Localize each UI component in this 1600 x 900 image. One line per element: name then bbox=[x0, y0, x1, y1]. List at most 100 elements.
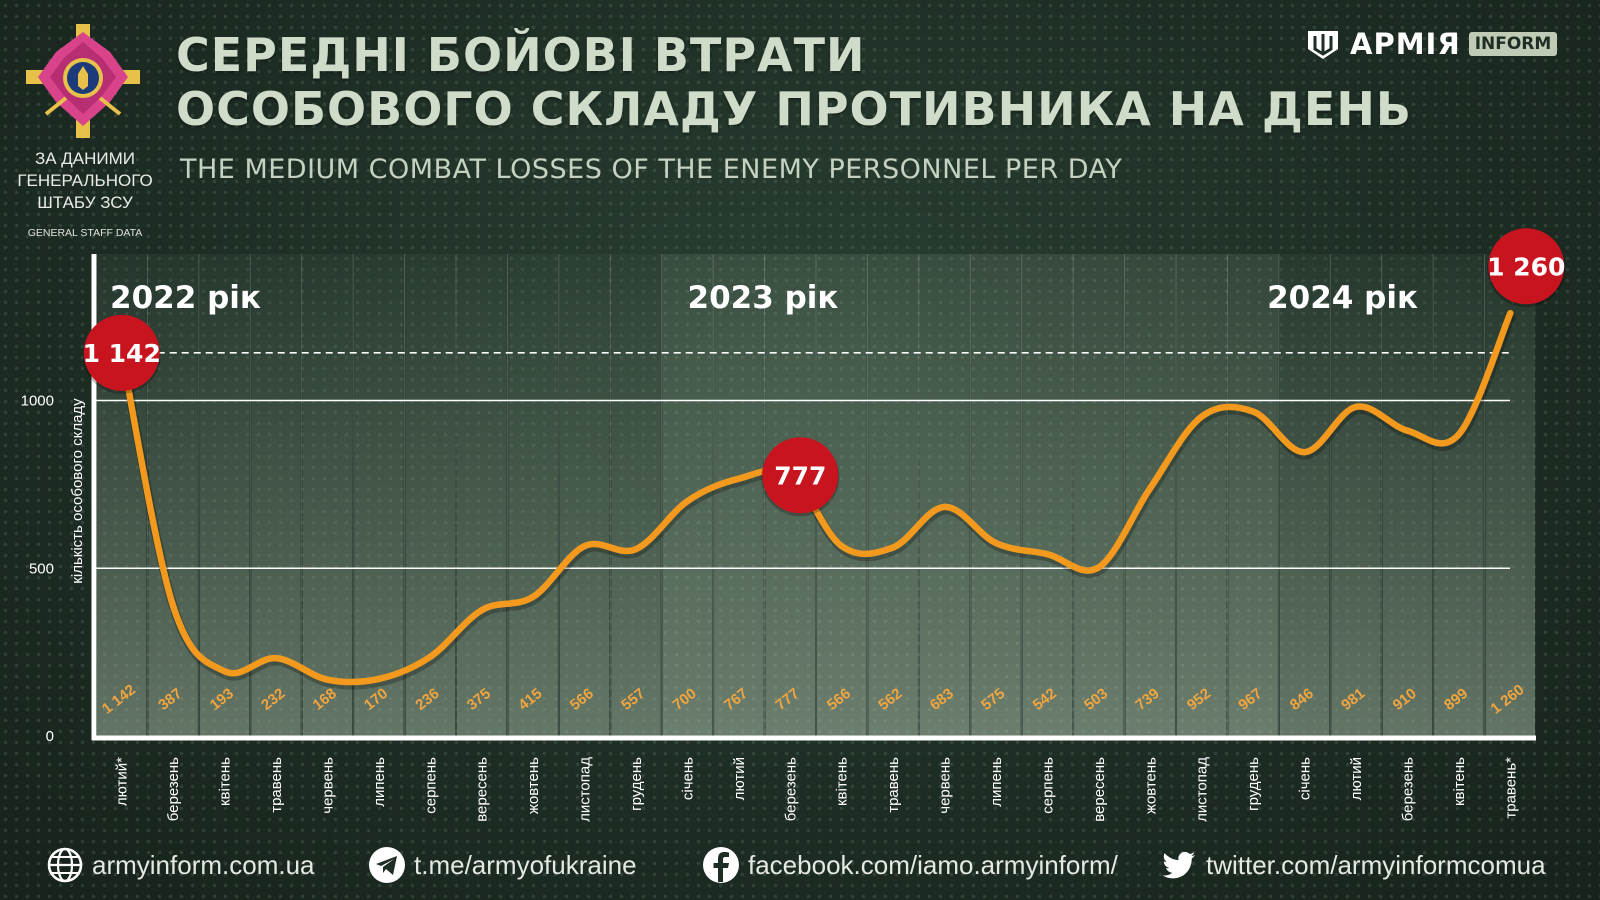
data-point bbox=[1147, 484, 1154, 492]
x-tick-label: листопад bbox=[577, 757, 594, 822]
month-column bbox=[302, 254, 353, 736]
x-tick-label: травень bbox=[268, 757, 285, 813]
source-line-1: ЗА ДАНИМИ bbox=[34, 149, 136, 168]
x-tick-label: листопад bbox=[1194, 757, 1211, 822]
data-point bbox=[1404, 427, 1411, 434]
month-column bbox=[1177, 254, 1227, 736]
month-column bbox=[1125, 254, 1175, 736]
month-column bbox=[1485, 254, 1535, 736]
month-column bbox=[148, 254, 198, 736]
footer-website[interactable]: armyinform.com.ua bbox=[46, 846, 315, 884]
x-tick-label: червень bbox=[937, 757, 954, 814]
x-tick-label: квітень bbox=[834, 757, 851, 806]
x-tick-label: липень bbox=[988, 757, 1005, 807]
data-point bbox=[1301, 448, 1308, 456]
logo-badge: INFORM bbox=[1468, 32, 1558, 56]
x-tick-label: жовтень bbox=[525, 757, 542, 814]
data-point bbox=[1507, 310, 1514, 317]
y-axis-label: кількість особового складу bbox=[69, 398, 86, 584]
year-band bbox=[661, 254, 1279, 736]
y-tick-label: 1000 bbox=[21, 393, 54, 410]
month-column bbox=[868, 254, 918, 736]
twitter-link[interactable]: twitter.com/armyinformcomua bbox=[1206, 849, 1546, 880]
data-point bbox=[1249, 408, 1257, 415]
x-tick-label: березень bbox=[1399, 757, 1416, 821]
data-point bbox=[272, 654, 280, 662]
x-tick-label: червень bbox=[319, 757, 336, 814]
data-point bbox=[375, 675, 383, 683]
data-point bbox=[169, 602, 177, 610]
year-label: 2022 рік bbox=[110, 280, 261, 316]
data-point bbox=[221, 668, 228, 675]
armyinform-shield-icon bbox=[1308, 31, 1338, 59]
data-point bbox=[1455, 431, 1463, 438]
source-line-3: ШТАБУ ЗСУ bbox=[37, 193, 133, 212]
highlight-circle bbox=[83, 314, 160, 391]
data-point bbox=[1352, 403, 1360, 411]
year-label: 2024 рік bbox=[1267, 280, 1418, 316]
month-column bbox=[971, 254, 1021, 736]
y-tick-label: 0 bbox=[46, 728, 54, 745]
x-tick-label: серпень bbox=[1039, 757, 1056, 814]
twitter-bird-icon bbox=[1162, 851, 1195, 879]
x-tick-label: лютий bbox=[731, 757, 748, 800]
data-point bbox=[684, 497, 691, 505]
data-point bbox=[992, 539, 1000, 547]
highlight-label: 1 260 bbox=[1487, 252, 1565, 281]
title-line-2: ОСОБОВОГО СКЛАДУ ПРОТИВНИКА НА ДЕНЬ bbox=[176, 82, 1412, 136]
x-tick-label: лютий* bbox=[114, 757, 131, 806]
highlight-circle bbox=[762, 437, 839, 514]
x-tick-label: грудень bbox=[628, 757, 645, 811]
telegram-link[interactable]: t.me/armyofukraine bbox=[414, 849, 637, 880]
data-point bbox=[889, 544, 897, 551]
highlight-label: 777 bbox=[774, 461, 826, 490]
data-point bbox=[1198, 413, 1205, 420]
x-tick-label: січень bbox=[1297, 757, 1314, 800]
facebook-link[interactable]: facebook.com/iamo.armyinform/ bbox=[748, 849, 1118, 880]
month-column bbox=[1022, 254, 1073, 736]
armyinform-logo[interactable]: АРМІЯ INFORM bbox=[1304, 24, 1558, 64]
data-point bbox=[838, 542, 845, 550]
source-note: ЗА ДАНИМИ ГЕНЕРАЛЬНОГО ШТАБУ ЗСУ bbox=[14, 148, 156, 214]
data-point bbox=[427, 653, 434, 661]
footer-facebook[interactable]: facebook.com/iamo.armyinform/ bbox=[702, 846, 1118, 884]
x-tick-label: вересень bbox=[1091, 757, 1108, 822]
month-column bbox=[1228, 254, 1278, 736]
year-label: 2023 рік bbox=[688, 280, 839, 316]
data-point bbox=[632, 545, 640, 553]
source-line-2: ГЕНЕРАЛЬНОГО bbox=[17, 171, 153, 190]
data-point bbox=[324, 676, 331, 683]
website-link[interactable]: armyinform.com.ua bbox=[92, 849, 315, 880]
x-tick-label: серпень bbox=[422, 757, 439, 814]
x-tick-label: грудень bbox=[1245, 757, 1262, 811]
footer-telegram[interactable]: t.me/armyofukraine bbox=[368, 846, 637, 884]
x-tick-label: березень bbox=[165, 757, 182, 821]
month-column bbox=[1279, 254, 1330, 736]
data-point bbox=[735, 475, 743, 482]
y-tick-label: 500 bbox=[29, 560, 54, 577]
month-column bbox=[1434, 254, 1484, 736]
month-column bbox=[919, 254, 970, 736]
x-tick-label: квітень bbox=[217, 757, 234, 806]
source-note-en: GENERAL STAFF DATA bbox=[27, 227, 143, 239]
page-subtitle: THE MEDIUM COMBAT LOSSES OF THE ENEMY PE… bbox=[180, 154, 1123, 185]
series-line bbox=[118, 310, 1514, 686]
armed-forces-emblem-icon bbox=[26, 24, 140, 138]
data-point bbox=[941, 503, 948, 511]
x-tick-label: вересень bbox=[474, 757, 491, 822]
data-point bbox=[1044, 550, 1051, 558]
month-column bbox=[559, 254, 610, 736]
data-point bbox=[581, 542, 588, 550]
month-column bbox=[714, 254, 764, 736]
title-line-1: СЕРЕДНІ БОЙОВІ ВТРАТИ bbox=[176, 28, 866, 82]
month-column bbox=[457, 254, 507, 736]
globe-icon bbox=[47, 847, 83, 883]
highlight-label: 1 142 bbox=[83, 339, 161, 368]
month-column bbox=[1331, 254, 1381, 736]
x-tick-label: жовтень bbox=[1142, 757, 1159, 814]
x-tick-label: квітень bbox=[1451, 757, 1468, 806]
footer-twitter[interactable]: twitter.com/armyinformcomua bbox=[1160, 846, 1546, 884]
data-point bbox=[1095, 564, 1103, 571]
month-column bbox=[199, 254, 250, 736]
